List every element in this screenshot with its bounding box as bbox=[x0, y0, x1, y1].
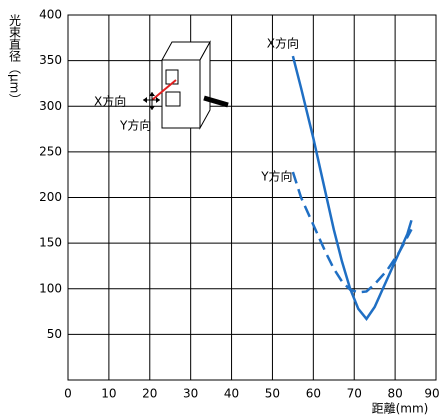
series-label: X方向 bbox=[267, 36, 299, 51]
y-tick-label: 400 bbox=[39, 8, 62, 22]
annotation: Y方向 bbox=[119, 118, 151, 133]
data-line bbox=[291, 171, 413, 294]
plot-frame bbox=[67, 14, 437, 381]
x-tick-label: 20 bbox=[142, 387, 157, 401]
x-tick-label: 30 bbox=[183, 387, 198, 401]
annotation: X方向 bbox=[94, 94, 126, 109]
x-tick-label: 80 bbox=[387, 387, 402, 401]
x-tick-label: 10 bbox=[101, 387, 116, 401]
y-axis-label: 光束直径（μm） bbox=[8, 14, 22, 106]
y-tick-label: 200 bbox=[39, 190, 62, 204]
y-tick-label: 350 bbox=[39, 53, 62, 67]
series-label: Y方向 bbox=[260, 168, 292, 183]
x-tick-label: 0 bbox=[64, 387, 72, 401]
x-tick-label: 40 bbox=[224, 387, 239, 401]
y-tick-label: 250 bbox=[39, 144, 62, 158]
x-tick-label: 50 bbox=[265, 387, 280, 401]
x-axis-label: 距離(mm) bbox=[372, 402, 429, 416]
y-tick-label: 300 bbox=[39, 99, 62, 113]
x-tick-label: 70 bbox=[347, 387, 362, 401]
x-tick-label: 60 bbox=[306, 387, 321, 401]
data-line bbox=[291, 55, 413, 321]
x-tick-label: 90 bbox=[424, 387, 439, 401]
y-tick-label: 50 bbox=[47, 327, 62, 341]
y-tick-label: 150 bbox=[39, 236, 62, 250]
y-tick-label: 100 bbox=[39, 281, 62, 295]
sensor-diagram bbox=[143, 40, 229, 130]
